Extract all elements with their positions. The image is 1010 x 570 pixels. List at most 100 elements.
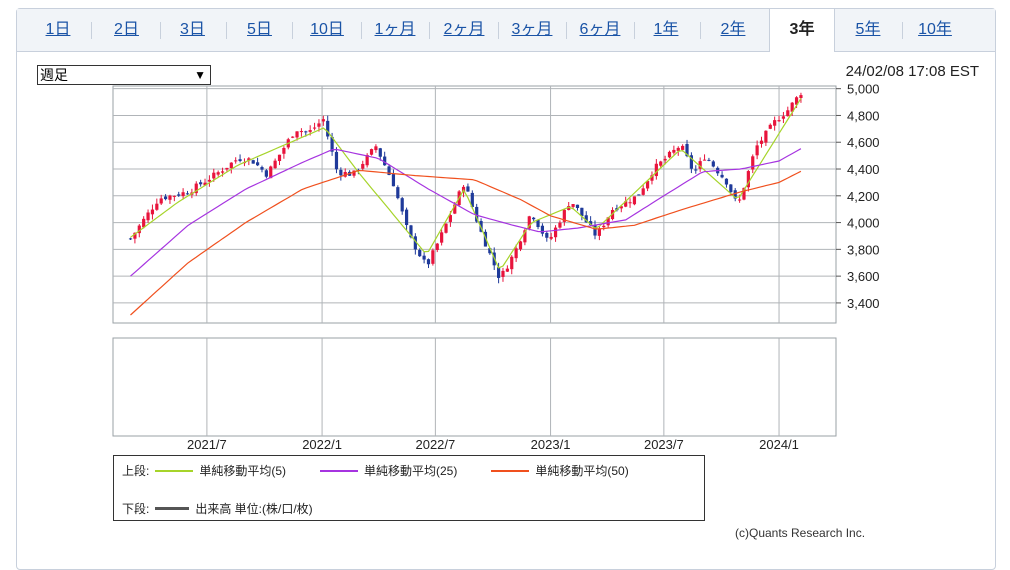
candle-body <box>256 162 260 166</box>
x-tick-label: 2023/7 <box>644 437 684 452</box>
candle-body <box>177 194 181 196</box>
tab-3[interactable]: 5日 <box>247 21 272 38</box>
candle-body <box>645 180 650 189</box>
candle-body <box>497 267 501 278</box>
candle-body <box>659 161 663 166</box>
candle-body <box>352 170 356 176</box>
candle-body <box>575 204 580 209</box>
candle-body <box>264 170 268 177</box>
candle-body <box>155 203 159 210</box>
candle-body <box>150 209 155 215</box>
candle-body <box>724 178 729 185</box>
candle-body <box>321 119 325 122</box>
tab-7[interactable]: 3ヶ月 <box>511 21 553 38</box>
tab-separator <box>292 22 293 39</box>
candle-body <box>396 187 400 199</box>
candle-body <box>251 160 255 164</box>
candle-body <box>781 116 786 119</box>
candle-body <box>602 225 606 228</box>
candle-body <box>553 227 558 238</box>
candle-body <box>133 232 137 239</box>
candle-body <box>448 215 452 222</box>
legend-upper-prefix: 上段: <box>122 464 150 478</box>
candle-body <box>475 206 479 222</box>
candle-body <box>711 161 715 167</box>
candle-body <box>738 199 742 201</box>
period-tabbar: 1日 2日 3日 5日 10日 1ヶ月 2ヶ月 3ヶ月 6ヶ月 1年 2年 3年 5年 10年 <box>17 9 995 52</box>
candle-body <box>729 184 733 193</box>
candle-body <box>501 270 505 277</box>
candle-body <box>216 172 220 175</box>
candle-body <box>571 204 575 207</box>
tab-12[interactable]: 5年 <box>855 21 881 38</box>
candle-body <box>304 131 308 133</box>
tab-separator <box>901 22 903 39</box>
candle-body <box>361 163 365 169</box>
candle-body <box>755 145 759 156</box>
candle-body <box>418 250 422 257</box>
candle-body <box>764 130 768 143</box>
tab-1[interactable]: 2日 <box>114 21 139 38</box>
tab-11[interactable]: 3年 <box>769 9 835 52</box>
tab-4[interactable]: 10日 <box>310 21 344 38</box>
candle-body <box>777 120 781 122</box>
candle-body <box>790 102 794 112</box>
tab-2[interactable]: 3日 <box>180 21 205 38</box>
candle-body <box>146 212 150 221</box>
candle-body <box>435 243 439 251</box>
legend-lower-prefix: 下段: <box>122 502 150 516</box>
tab-9[interactable]: 1年 <box>653 21 679 38</box>
tab-separator <box>428 22 430 39</box>
tab-separator <box>699 22 701 39</box>
candle-body <box>470 192 474 208</box>
candle-body <box>234 160 238 162</box>
candle-body <box>532 217 536 220</box>
credit-text: (c)Quants Research Inc. <box>735 526 866 540</box>
tab-0[interactable]: 1日 <box>45 21 71 38</box>
tab-8[interactable]: 6ヶ月 <box>579 21 621 38</box>
chevron-down-icon: ▼ <box>194 68 206 82</box>
candle-body <box>540 225 545 234</box>
candle-body <box>404 209 409 226</box>
candle-body <box>387 166 391 176</box>
candle-body <box>667 151 672 158</box>
candle-body <box>720 174 724 178</box>
candle-body <box>707 159 711 161</box>
y-tick-label: 4,400 <box>847 162 880 177</box>
candle-body <box>558 222 562 228</box>
candle-body <box>369 149 374 155</box>
x-tick-label: 2023/1 <box>531 437 571 452</box>
candle-body <box>536 219 540 228</box>
candle-body <box>685 143 689 157</box>
candle-body <box>426 259 431 265</box>
tab-10[interactable]: 2年 <box>720 21 746 38</box>
tab-6[interactable]: 2ヶ月 <box>443 21 485 38</box>
candle-body <box>676 147 680 151</box>
candle-body <box>654 163 658 177</box>
candle-body <box>383 156 387 166</box>
tab-5[interactable]: 1ヶ月 <box>374 21 416 38</box>
series-line-ma25 <box>130 148 802 277</box>
candle-body <box>650 175 654 181</box>
candle-body <box>159 198 163 204</box>
interval-select[interactable]: 週足 ▼ <box>37 65 211 85</box>
candle-body <box>746 171 750 188</box>
tab-separator <box>360 22 362 39</box>
candle-body <box>562 209 566 222</box>
candle-body <box>277 154 282 162</box>
candle-body <box>247 158 251 161</box>
candle-body <box>260 167 264 170</box>
legend-item-ma25: 単純移動平均(25) <box>314 462 457 479</box>
candle-body <box>391 174 396 187</box>
x-tick-label: 2024/1 <box>759 437 799 452</box>
candle-body <box>510 256 514 270</box>
x-tick-label: 2021/7 <box>187 437 227 452</box>
candle-body <box>339 169 343 176</box>
candle-body <box>632 196 637 205</box>
candle-body <box>628 202 632 204</box>
candle-body <box>689 155 693 169</box>
candle-body <box>663 158 667 161</box>
tab-13[interactable]: 10年 <box>918 21 952 38</box>
candle-body <box>440 232 444 243</box>
candle-body <box>326 120 330 137</box>
